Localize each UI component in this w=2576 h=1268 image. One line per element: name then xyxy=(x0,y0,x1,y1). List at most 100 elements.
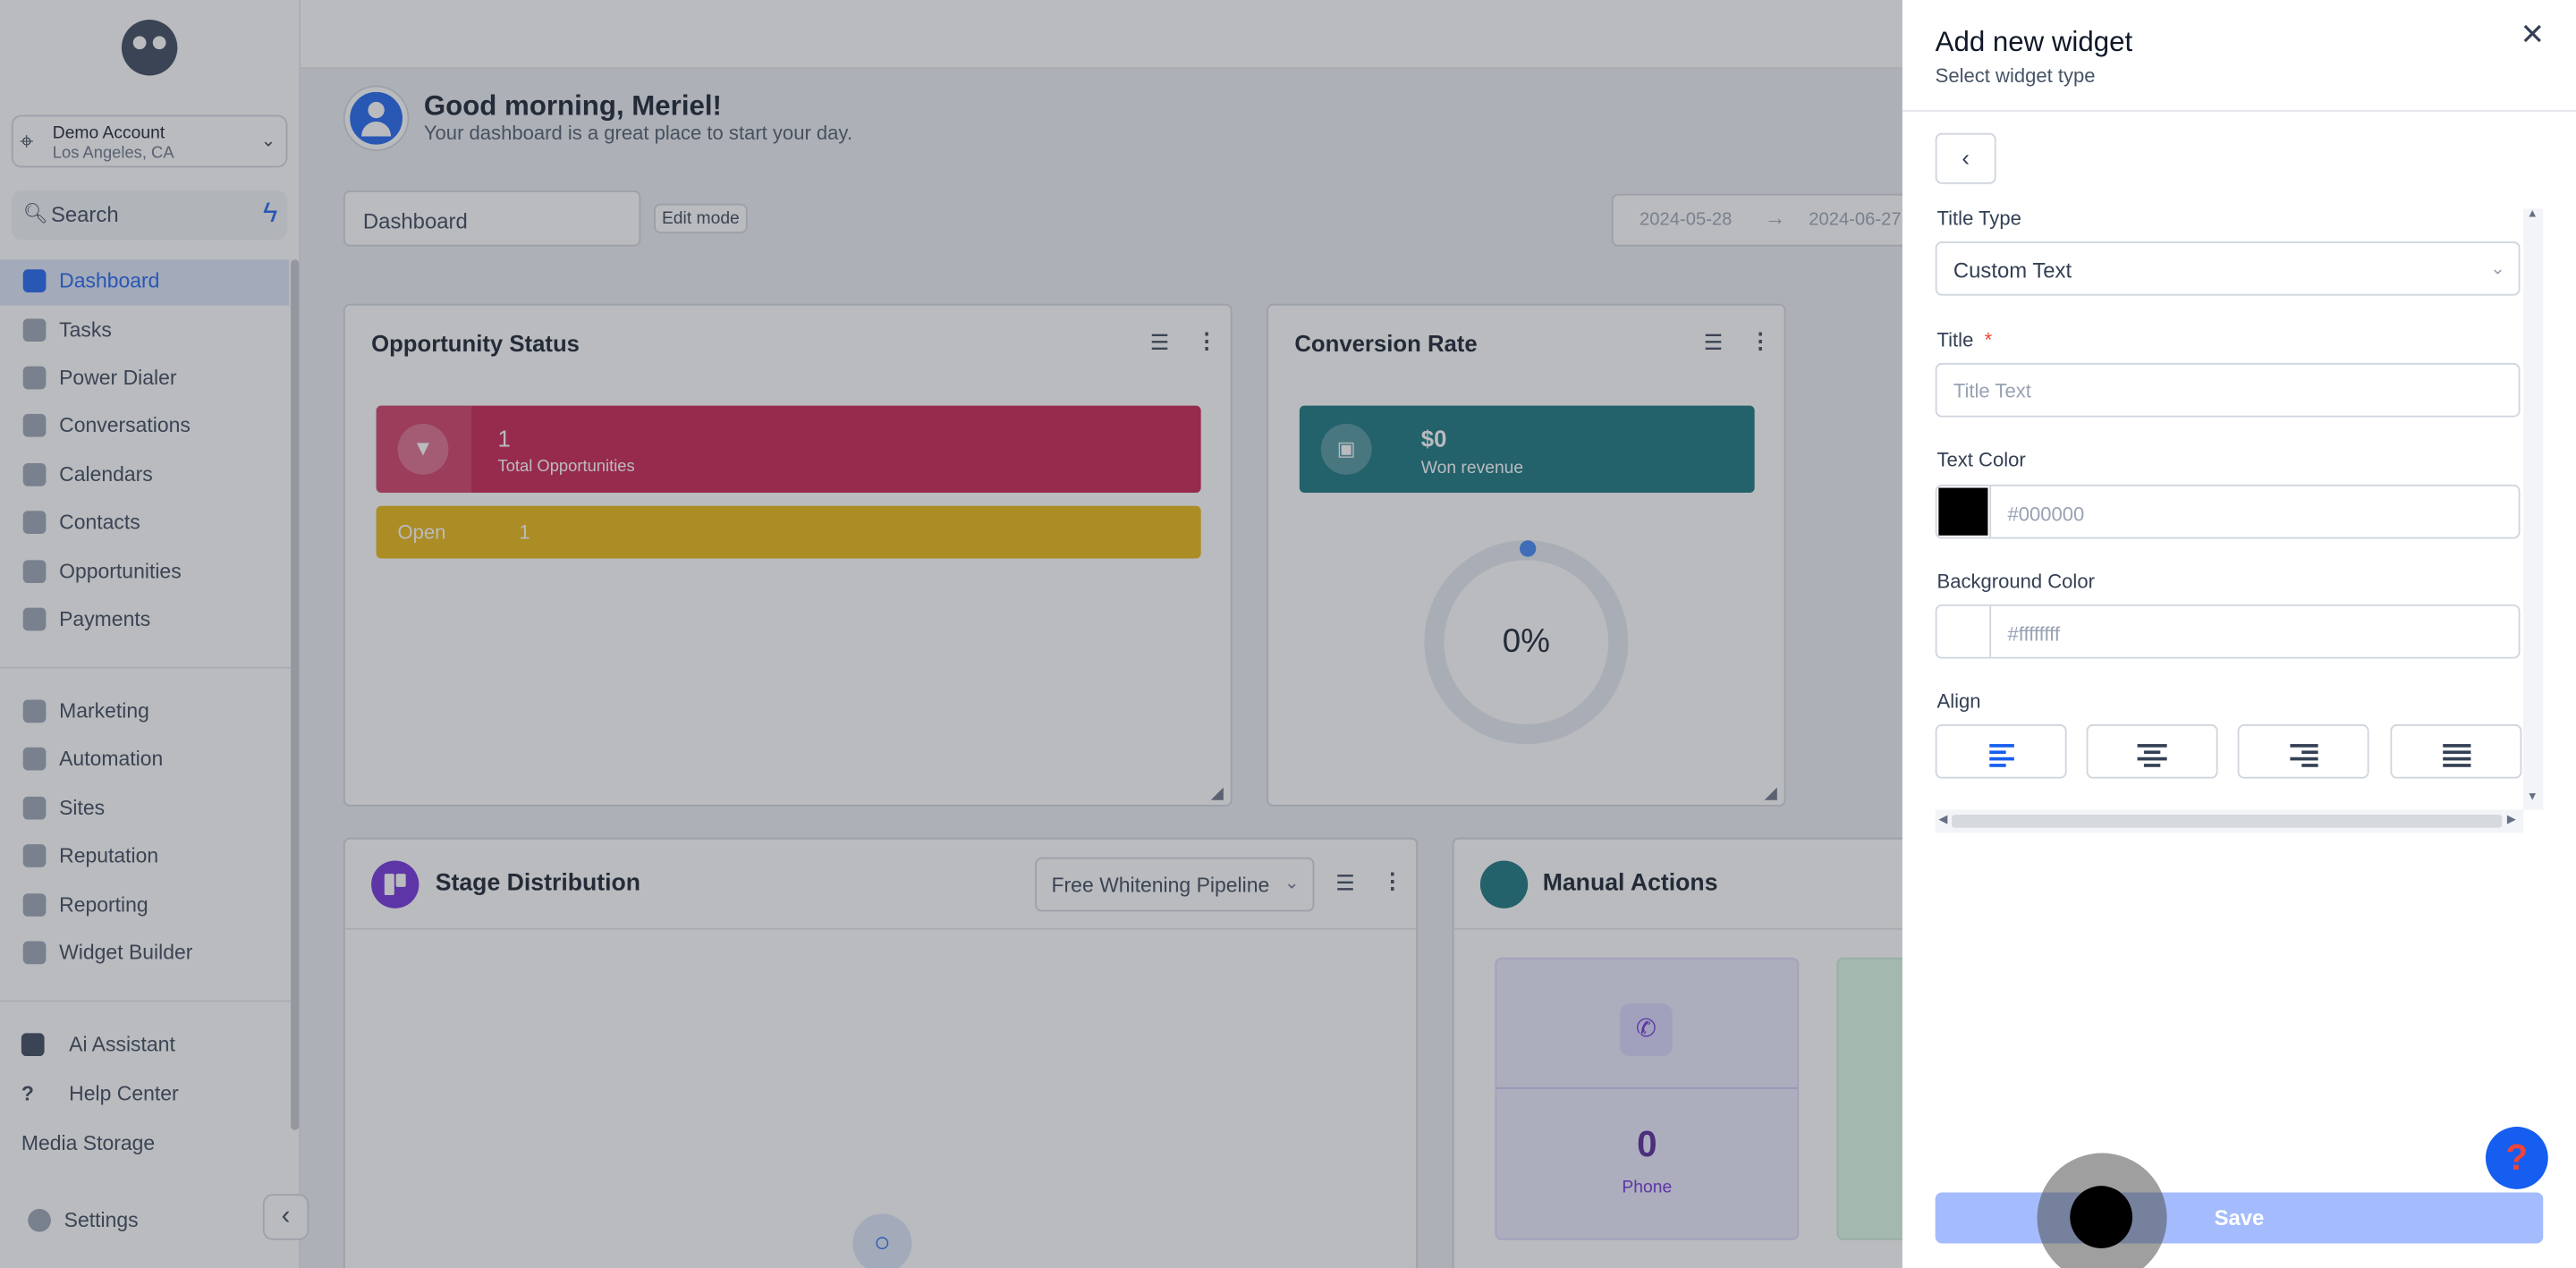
bg-color-field[interactable]: #ffffffff xyxy=(1935,604,2521,659)
automation-icon xyxy=(22,747,47,771)
bolt-icon[interactable]: ϟ xyxy=(262,197,278,229)
sidebar-item-media-storage[interactable]: Media Storage xyxy=(0,1122,289,1168)
sidebar-item-label: Power Dialer xyxy=(59,366,177,390)
star-icon xyxy=(22,844,47,867)
total-opportunities-tile: ▼ 1 Total Opportunities xyxy=(376,405,1201,494)
funnel-icon xyxy=(22,560,47,584)
scroll-up-icon[interactable]: ▲ xyxy=(2526,208,2538,221)
filter-sliders-icon[interactable]: ☰ xyxy=(1149,330,1170,355)
account-switcher[interactable]: ⌖ Demo Account Los Angeles, CA ⌄ xyxy=(11,114,288,168)
avatar xyxy=(344,87,408,150)
chevron-down-icon: ⌄ xyxy=(260,131,276,151)
save-button[interactable]: Save xyxy=(1935,1192,2544,1244)
close-icon[interactable]: ✕ xyxy=(2520,18,2546,51)
scroll-right-icon[interactable]: ▶ xyxy=(2506,815,2516,826)
scrollbar-thumb[interactable] xyxy=(1952,815,2503,828)
sidebar-item-marketing[interactable]: Marketing xyxy=(0,689,289,735)
align-left-button[interactable] xyxy=(1935,724,2067,779)
help-question-icon[interactable]: ? xyxy=(2485,1127,2548,1189)
text-color-placeholder: #000000 xyxy=(2007,503,2085,526)
phone-action-tile[interactable]: ✆ 0 Phone xyxy=(1495,957,1800,1240)
sidebar-item-label: Help Center xyxy=(69,1082,179,1106)
open-opportunities-bar[interactable]: Open 1 xyxy=(376,505,1201,559)
card-title: Conversion Rate xyxy=(1294,330,1478,357)
collapse-sidebar-button[interactable]: ‹ xyxy=(262,1194,309,1240)
panel-vertical-scrollbar[interactable]: ▲ ▼ xyxy=(2523,208,2544,810)
sidebar-item-power-dialer[interactable]: Power Dialer xyxy=(0,357,289,402)
funnel-icon: ▼ xyxy=(397,423,449,475)
align-justify-button[interactable] xyxy=(2390,724,2522,779)
credit-card-icon xyxy=(22,607,47,631)
sidebar-search[interactable]: 🔍︎ Search ϟ xyxy=(11,190,288,241)
search-label: Search xyxy=(50,201,119,227)
panel-horizontal-scrollbar[interactable]: ◀ ▶ xyxy=(1935,809,2524,833)
donut-marker xyxy=(1519,540,1537,557)
dashboard-select[interactable]: Dashboard xyxy=(343,190,641,247)
back-button[interactable]: ‹ xyxy=(1935,132,1996,184)
sidebar-item-label: Tasks xyxy=(59,318,112,342)
sidebar-item-payments[interactable]: Payments xyxy=(0,598,289,644)
greeting-subtitle: Your dashboard is a great place to start… xyxy=(423,121,852,145)
bolt-icon xyxy=(22,366,47,390)
sidebar-item-opportunities[interactable]: Opportunities xyxy=(0,550,289,596)
text-color-swatch[interactable] xyxy=(1938,487,1988,536)
title-input[interactable]: Title Text xyxy=(1935,362,2521,418)
arrow-right-icon: → xyxy=(1764,205,1786,231)
bg-color-swatch[interactable] xyxy=(1938,607,1988,655)
pipeline-select[interactable]: Free Whitening Pipeline ⌄ xyxy=(1035,857,1315,912)
sidebar-item-calendars[interactable]: Calendars xyxy=(0,453,289,499)
account-name: Demo Account xyxy=(52,123,165,143)
pie-chart-icon xyxy=(22,893,47,917)
open-value: 1 xyxy=(519,520,530,544)
title-type-select[interactable]: Custom Text ⌄ xyxy=(1935,241,2521,296)
modal-backdrop[interactable] xyxy=(0,0,1902,1268)
pipeline-select-value: Free Whitening Pipeline xyxy=(1051,874,1270,897)
opportunity-count: 1 xyxy=(497,425,511,452)
sidebar-item-help-center[interactable]: ? Help Center xyxy=(0,1072,289,1118)
edit-mode-button[interactable]: Edit mode xyxy=(654,203,748,233)
dashboard-icon xyxy=(22,269,47,292)
more-vertical-icon[interactable]: ⋮ xyxy=(1750,328,1771,353)
resize-handle-icon[interactable]: ◢ xyxy=(1210,784,1224,804)
align-right-button[interactable] xyxy=(2237,724,2369,779)
more-vertical-icon[interactable]: ⋮ xyxy=(1196,328,1218,353)
panel-title: Add new widget xyxy=(1935,26,2133,58)
sidebar-item-label: Marketing xyxy=(59,699,149,723)
scroll-down-icon[interactable]: ▼ xyxy=(2526,791,2538,804)
sidebar-item-conversations[interactable]: Conversations xyxy=(0,404,289,450)
location-pin-icon: ⌖ xyxy=(20,128,34,156)
sidebar-item-label: Conversations xyxy=(59,413,191,437)
chevron-left-icon: ‹ xyxy=(1962,144,1970,172)
sidebar-item-sites[interactable]: Sites xyxy=(0,787,289,833)
sidebar-item-reporting[interactable]: Reporting xyxy=(0,883,289,929)
title-label: Title * xyxy=(1937,328,1993,351)
sidebar-item-widget-builder[interactable]: Widget Builder xyxy=(0,931,289,976)
sidebar-item-label: Automation xyxy=(59,747,164,771)
sidebar-divider xyxy=(0,1000,292,1002)
filter-sliders-icon[interactable]: ☰ xyxy=(1703,330,1724,355)
sidebar-item-reputation[interactable]: Reputation xyxy=(0,834,289,880)
sidebar-item-dashboard[interactable]: Dashboard xyxy=(0,259,290,306)
sidebar-item-tasks[interactable]: Tasks xyxy=(0,309,289,354)
globe-icon xyxy=(22,796,47,820)
chevron-down-icon: ⌄ xyxy=(1284,874,1300,894)
more-vertical-icon[interactable]: ⋮ xyxy=(1381,868,1403,894)
wallet-icon: ▣ xyxy=(1320,423,1372,475)
sidebar-item-settings[interactable]: Settings xyxy=(0,1199,289,1245)
sidebar-item-automation[interactable]: Automation xyxy=(0,738,289,783)
greeting-title: Good morning, Meriel! xyxy=(423,90,722,122)
text-color-field[interactable]: #000000 xyxy=(1935,484,2521,539)
filter-sliders-icon[interactable]: ☰ xyxy=(1335,870,1355,896)
card-title: Manual Actions xyxy=(1542,870,1718,897)
account-location: Los Angeles, CA xyxy=(52,144,174,163)
sidebar-item-ai-assistant[interactable]: Ai Assistant xyxy=(0,1023,289,1069)
scroll-left-icon[interactable]: ◀ xyxy=(1938,815,1948,826)
sidebar-scrollbar[interactable] xyxy=(291,259,300,1130)
align-center-button[interactable] xyxy=(2086,724,2218,779)
sidebar-item-label: Payments xyxy=(59,607,151,631)
sidebar-item-contacts[interactable]: Contacts xyxy=(0,501,289,546)
chevron-down-icon: ⌄ xyxy=(2490,259,2506,280)
won-revenue-value: $0 xyxy=(1420,425,1447,452)
resize-handle-icon[interactable]: ◢ xyxy=(1764,784,1777,804)
sidebar-item-label: Widget Builder xyxy=(59,941,193,965)
